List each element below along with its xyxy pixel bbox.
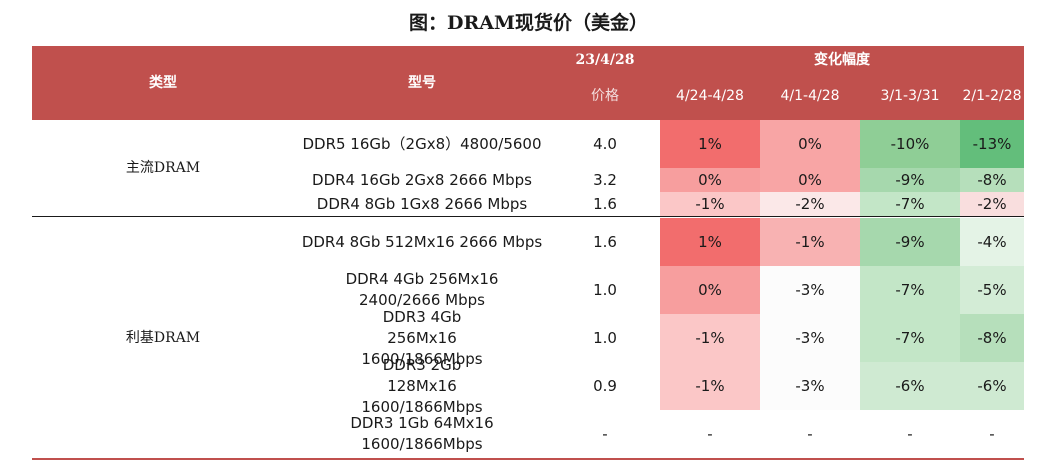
- header-period-4: 2/1-2/28: [962, 88, 1022, 104]
- row-8-change-4: -: [960, 410, 1024, 458]
- page-title: 图：DRAM现货价（美金）: [408, 12, 649, 34]
- row-1-change-3: -10%: [860, 120, 960, 168]
- row-7-change-4: -6%: [960, 362, 1024, 410]
- row-7-change-2: -3%: [760, 362, 860, 410]
- row-3-price: 1.6: [593, 194, 617, 213]
- row-3-model: DDR4 8Gb 1Gx8 2666 Mbps: [316, 194, 528, 213]
- table-bottom-border: [32, 458, 1024, 460]
- header-type: 类型: [149, 75, 177, 91]
- header-period-2: 4/1-4/28: [780, 88, 840, 104]
- row-2-change-3: -9%: [860, 168, 960, 192]
- group-niche: 利基DRAM: [125, 329, 201, 346]
- row-8-price: -: [602, 424, 608, 443]
- row-3-change-4: -2%: [960, 192, 1024, 216]
- header-date: 23/4/28: [575, 52, 635, 68]
- row-5-model: DDR4 4Gb 256Mx16 2400/2666 Mbps: [345, 270, 499, 309]
- row-8-change-3: -: [860, 410, 960, 458]
- table-header: 类型 型号 23/4/28 价格 变化幅度 4/24-4/28 4/1-4/28…: [32, 46, 1024, 120]
- row-7-change-1: -1%: [660, 362, 760, 410]
- row-1-model: DDR5 16Gb（2Gx8）4800/5600: [302, 134, 542, 153]
- row-2-model: DDR4 16Gb 2Gx8 2666 Mbps: [312, 170, 532, 189]
- row-5-price: 1.0: [593, 280, 617, 299]
- row-7-model: DDR3 2Gb 128Mx16 1600/1866Mbps: [361, 355, 483, 416]
- row-1-change-4: -13%: [960, 120, 1024, 168]
- row-6-price: 1.0: [593, 328, 617, 347]
- row-5-change-2: -3%: [760, 266, 860, 314]
- row-5-change-4: -5%: [960, 266, 1024, 314]
- row-3-change-3: -7%: [860, 192, 960, 216]
- row-1-change-2: 0%: [760, 120, 860, 168]
- row-6-change-1: -1%: [660, 314, 760, 362]
- row-3-change-2: -2%: [760, 192, 860, 216]
- header-model: 型号: [408, 75, 436, 91]
- row-6-change-3: -7%: [860, 314, 960, 362]
- row-4-change-1: 1%: [660, 218, 760, 266]
- row-2-change-4: -8%: [960, 168, 1024, 192]
- row-2-change-1: 0%: [660, 168, 760, 192]
- row-7-price: 0.9: [593, 376, 617, 395]
- row-8-change-1: -: [660, 410, 760, 458]
- row-5-change-3: -7%: [860, 266, 960, 314]
- row-6-change-2: -3%: [760, 314, 860, 362]
- dram-price-table: 类型 型号 23/4/28 价格 变化幅度 4/24-4/28 4/1-4/28…: [32, 46, 1024, 460]
- row-2-price: 3.2: [593, 170, 617, 189]
- row-4-model: DDR4 8Gb 512Mx16 2666 Mbps: [301, 232, 543, 251]
- header-period-1: 4/24-4/28: [676, 88, 744, 104]
- row-4-change-2: -1%: [760, 218, 860, 266]
- row-8-model: DDR3 1Gb 64Mx16 1600/1866Mbps: [350, 414, 494, 453]
- row-3-change-1: -1%: [660, 192, 760, 216]
- group-divider: [32, 216, 1024, 217]
- header-period-3: 3/1-3/31: [880, 88, 940, 104]
- header-change: 变化幅度: [814, 52, 870, 68]
- row-6-change-4: -8%: [960, 314, 1024, 362]
- group-mainstream: 主流DRAM: [125, 159, 201, 176]
- row-1-change-1: 1%: [660, 120, 760, 168]
- header-price: 价格: [591, 88, 619, 104]
- row-8-change-2: -: [760, 410, 860, 458]
- row-2-change-2: 0%: [760, 168, 860, 192]
- row-4-change-4: -4%: [960, 218, 1024, 266]
- row-1-price: 4.0: [593, 134, 617, 153]
- row-4-change-3: -9%: [860, 218, 960, 266]
- row-7-change-3: -6%: [860, 362, 960, 410]
- row-4-price: 1.6: [593, 232, 617, 251]
- row-5-change-1: 0%: [660, 266, 760, 314]
